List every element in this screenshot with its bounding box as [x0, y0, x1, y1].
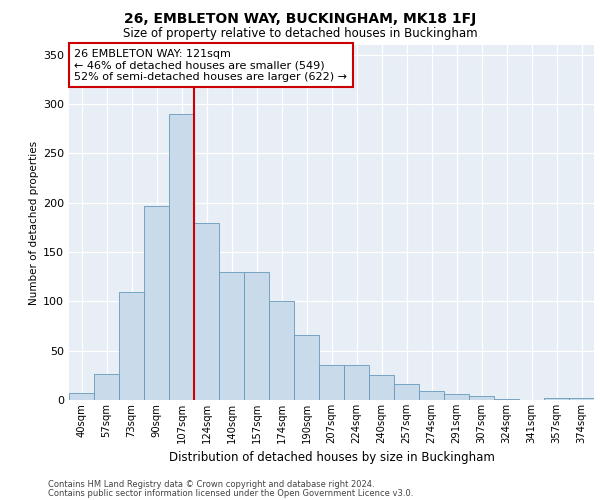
Text: 26 EMBLETON WAY: 121sqm
← 46% of detached houses are smaller (549)
52% of semi-d: 26 EMBLETON WAY: 121sqm ← 46% of detache…	[74, 48, 347, 82]
Bar	[294, 335, 319, 400]
Bar	[144, 206, 169, 400]
Bar	[94, 374, 119, 400]
Y-axis label: Number of detached properties: Number of detached properties	[29, 140, 39, 304]
Bar	[69, 393, 94, 400]
Bar	[244, 272, 269, 400]
Bar	[119, 292, 144, 400]
Bar	[419, 391, 444, 400]
Bar	[194, 222, 219, 400]
Text: Contains public sector information licensed under the Open Government Licence v3: Contains public sector information licen…	[48, 488, 413, 498]
Bar	[469, 396, 494, 400]
Bar	[369, 376, 394, 400]
Text: 26, EMBLETON WAY, BUCKINGHAM, MK18 1FJ: 26, EMBLETON WAY, BUCKINGHAM, MK18 1FJ	[124, 12, 476, 26]
Bar	[269, 302, 294, 400]
X-axis label: Distribution of detached houses by size in Buckingham: Distribution of detached houses by size …	[169, 452, 494, 464]
Bar	[394, 384, 419, 400]
Bar	[344, 366, 369, 400]
Bar	[169, 114, 194, 400]
Bar	[494, 399, 519, 400]
Bar	[444, 394, 469, 400]
Bar	[544, 398, 569, 400]
Text: Size of property relative to detached houses in Buckingham: Size of property relative to detached ho…	[122, 28, 478, 40]
Text: Contains HM Land Registry data © Crown copyright and database right 2024.: Contains HM Land Registry data © Crown c…	[48, 480, 374, 489]
Bar	[219, 272, 244, 400]
Bar	[319, 366, 344, 400]
Bar	[569, 398, 594, 400]
